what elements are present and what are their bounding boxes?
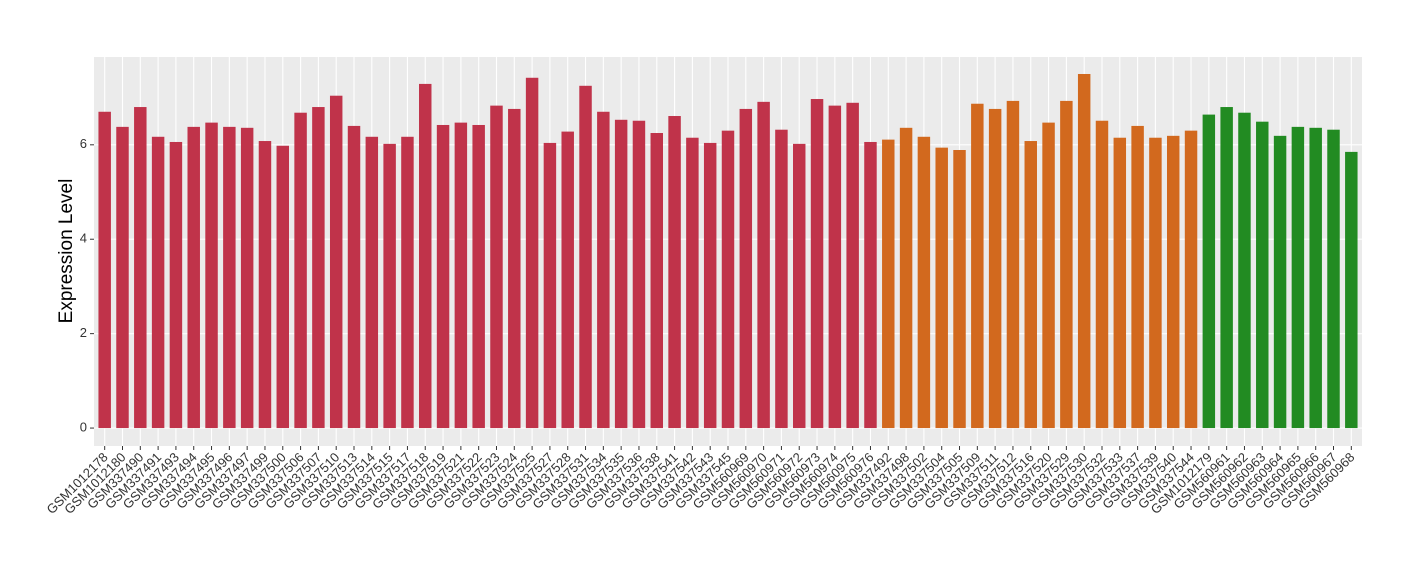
y-tick-label: 2	[80, 325, 87, 340]
bar	[258, 141, 272, 429]
bar	[775, 129, 788, 429]
bar	[1024, 141, 1037, 429]
y-axis-title: Expression Level	[56, 179, 77, 324]
bar	[401, 136, 414, 429]
y-tick-label: 6	[80, 136, 87, 151]
bar	[1131, 125, 1144, 429]
bar	[1327, 129, 1340, 429]
bar	[1077, 73, 1091, 429]
bar	[971, 103, 984, 429]
y-tick-label: 0	[80, 419, 87, 434]
bar	[917, 136, 931, 429]
bar	[419, 83, 432, 429]
bar	[864, 141, 877, 429]
bar	[187, 126, 200, 429]
bar	[205, 122, 218, 429]
bar	[223, 126, 236, 429]
y-tick-label: 4	[80, 231, 87, 246]
bar	[1006, 100, 1020, 429]
bar	[614, 119, 628, 429]
bar	[276, 145, 290, 429]
bar	[347, 125, 361, 429]
bar	[169, 141, 183, 429]
bar	[988, 108, 1002, 429]
bar	[561, 131, 574, 429]
bar	[668, 116, 681, 429]
bar	[953, 150, 966, 429]
bar	[383, 143, 396, 429]
bar	[240, 127, 254, 429]
bar	[365, 136, 379, 429]
bar	[739, 108, 753, 429]
bar	[1256, 121, 1269, 429]
bar	[1220, 107, 1233, 429]
bar	[525, 77, 539, 429]
bar	[935, 147, 948, 429]
bar	[472, 124, 485, 429]
bar	[1202, 114, 1216, 429]
bar	[1238, 112, 1251, 429]
bar	[882, 139, 895, 429]
bar	[793, 143, 806, 429]
bar	[98, 111, 111, 429]
bar	[703, 142, 717, 429]
bar	[650, 133, 663, 429]
bar	[1345, 151, 1358, 429]
bar	[116, 126, 129, 429]
bar	[579, 85, 592, 429]
bar	[828, 105, 842, 429]
bar	[1042, 122, 1055, 429]
bar	[1273, 135, 1287, 429]
bar	[294, 112, 307, 429]
bar	[490, 105, 503, 429]
bar	[454, 122, 468, 429]
bar	[899, 127, 913, 429]
bar	[134, 107, 147, 429]
bar	[329, 95, 343, 429]
bar	[1095, 120, 1109, 429]
bar	[810, 99, 824, 429]
bar	[1184, 130, 1198, 429]
bar	[508, 108, 521, 429]
bar	[597, 111, 610, 429]
bar	[436, 124, 450, 429]
bar	[1060, 100, 1073, 429]
bar	[632, 120, 646, 429]
bar	[1113, 137, 1127, 429]
bar	[721, 130, 735, 429]
bar	[757, 101, 770, 429]
bar	[1291, 126, 1305, 429]
bar	[686, 137, 699, 429]
bar	[543, 142, 557, 429]
bar	[1309, 127, 1322, 429]
bar	[846, 102, 859, 429]
bar	[1166, 135, 1180, 429]
bar	[151, 136, 165, 429]
bar	[312, 107, 325, 429]
bar	[1149, 137, 1162, 429]
